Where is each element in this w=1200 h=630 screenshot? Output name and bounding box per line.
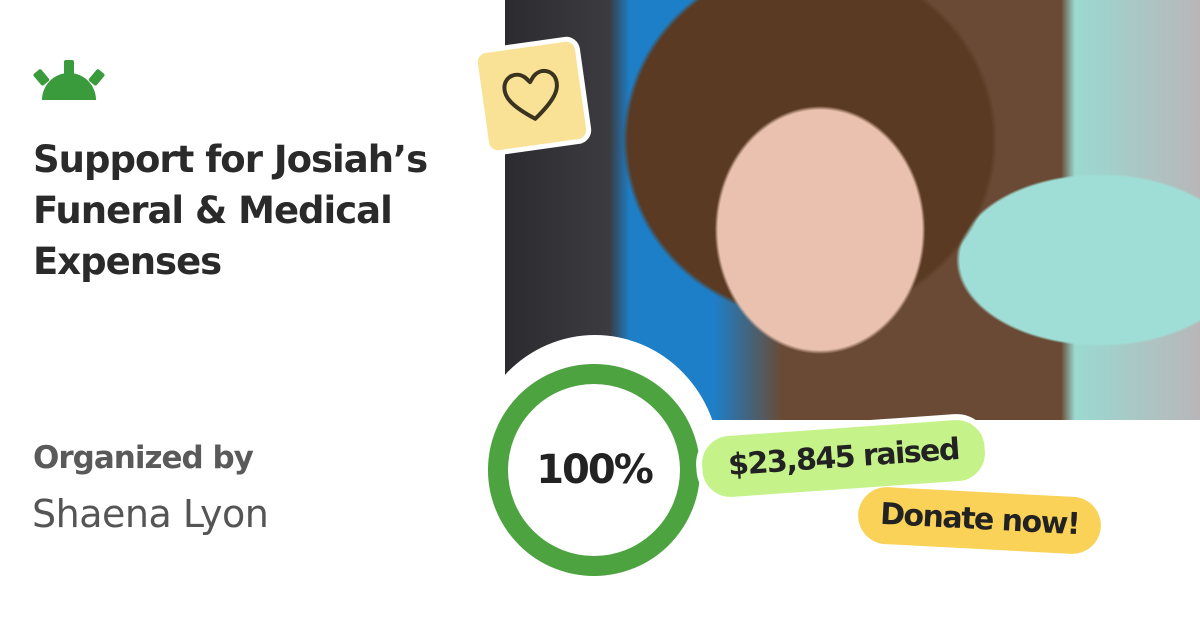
heart-icon <box>502 69 559 121</box>
gofundme-logo-icon <box>32 60 106 106</box>
heart-tile <box>471 35 593 157</box>
progress-ring <box>488 364 700 576</box>
organizer-label: Organized by <box>33 440 254 476</box>
progress-percent: 100% <box>536 447 654 493</box>
progress-ring-fill <box>488 364 700 576</box>
campaign-title: Support for Josiah’s Funeral & Medical E… <box>33 138 428 283</box>
organizer-name: Shaena Lyon <box>32 492 269 536</box>
donate-now-button[interactable]: Donate now! <box>856 485 1103 556</box>
